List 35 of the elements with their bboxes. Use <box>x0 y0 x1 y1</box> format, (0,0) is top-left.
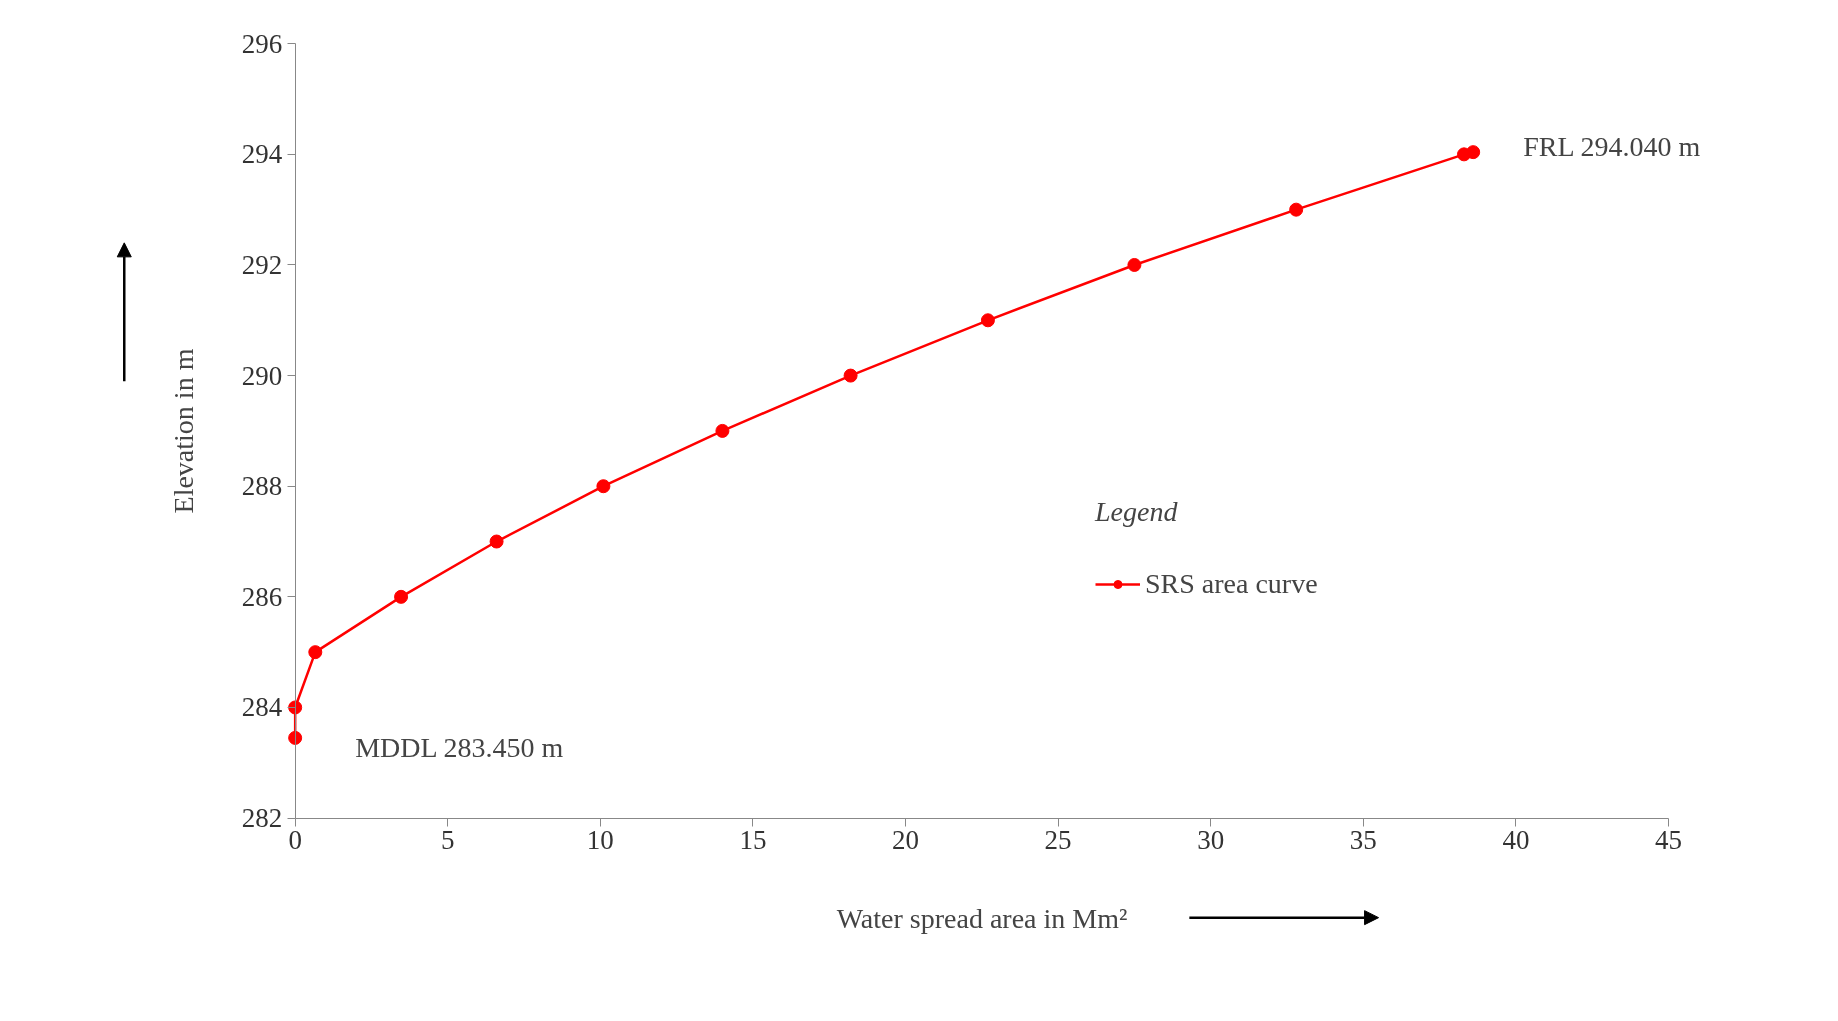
y-tick-label: 284 <box>241 692 283 723</box>
y-tick-label: 288 <box>241 471 283 502</box>
point <box>843 368 858 383</box>
y-tick-label: 296 <box>241 28 283 59</box>
point <box>596 479 611 494</box>
x-tick-label: 45 <box>1654 825 1682 856</box>
x-tick-label: 30 <box>1197 825 1225 856</box>
point <box>1289 202 1304 217</box>
y-tick-label: 290 <box>241 360 283 391</box>
point <box>1466 145 1481 160</box>
point <box>394 589 409 604</box>
point <box>308 645 323 660</box>
y-tick-label: 292 <box>241 249 283 280</box>
point <box>715 423 730 438</box>
y-tick-label: 282 <box>241 803 283 834</box>
x-tick-label: 40 <box>1502 825 1530 856</box>
legend-title: Legend <box>1095 496 1179 528</box>
annotation: MDDL 283.450 m <box>355 731 564 763</box>
x-tick-label: 35 <box>1349 825 1377 856</box>
point <box>489 534 504 549</box>
x-tick-label: 10 <box>586 825 614 856</box>
x-tick-label: 25 <box>1044 825 1072 856</box>
point <box>980 313 995 328</box>
x-tick-label: 20 <box>892 825 920 856</box>
annotation: FRL 294.040 m <box>1523 131 1701 163</box>
x-tick-label: 5 <box>441 825 455 856</box>
y-tick-label: 286 <box>241 581 283 612</box>
x-tick-label: 15 <box>739 825 767 856</box>
point <box>1127 257 1142 272</box>
x-tick-label: 0 <box>288 825 302 856</box>
point <box>288 730 303 745</box>
x-axis-title: Water spread area in Mm² <box>836 902 1128 934</box>
y-axis-title: Elevation in m <box>168 348 199 514</box>
y-tick-label: 294 <box>241 139 283 170</box>
legend-label: SRS area curve <box>1145 568 1318 600</box>
